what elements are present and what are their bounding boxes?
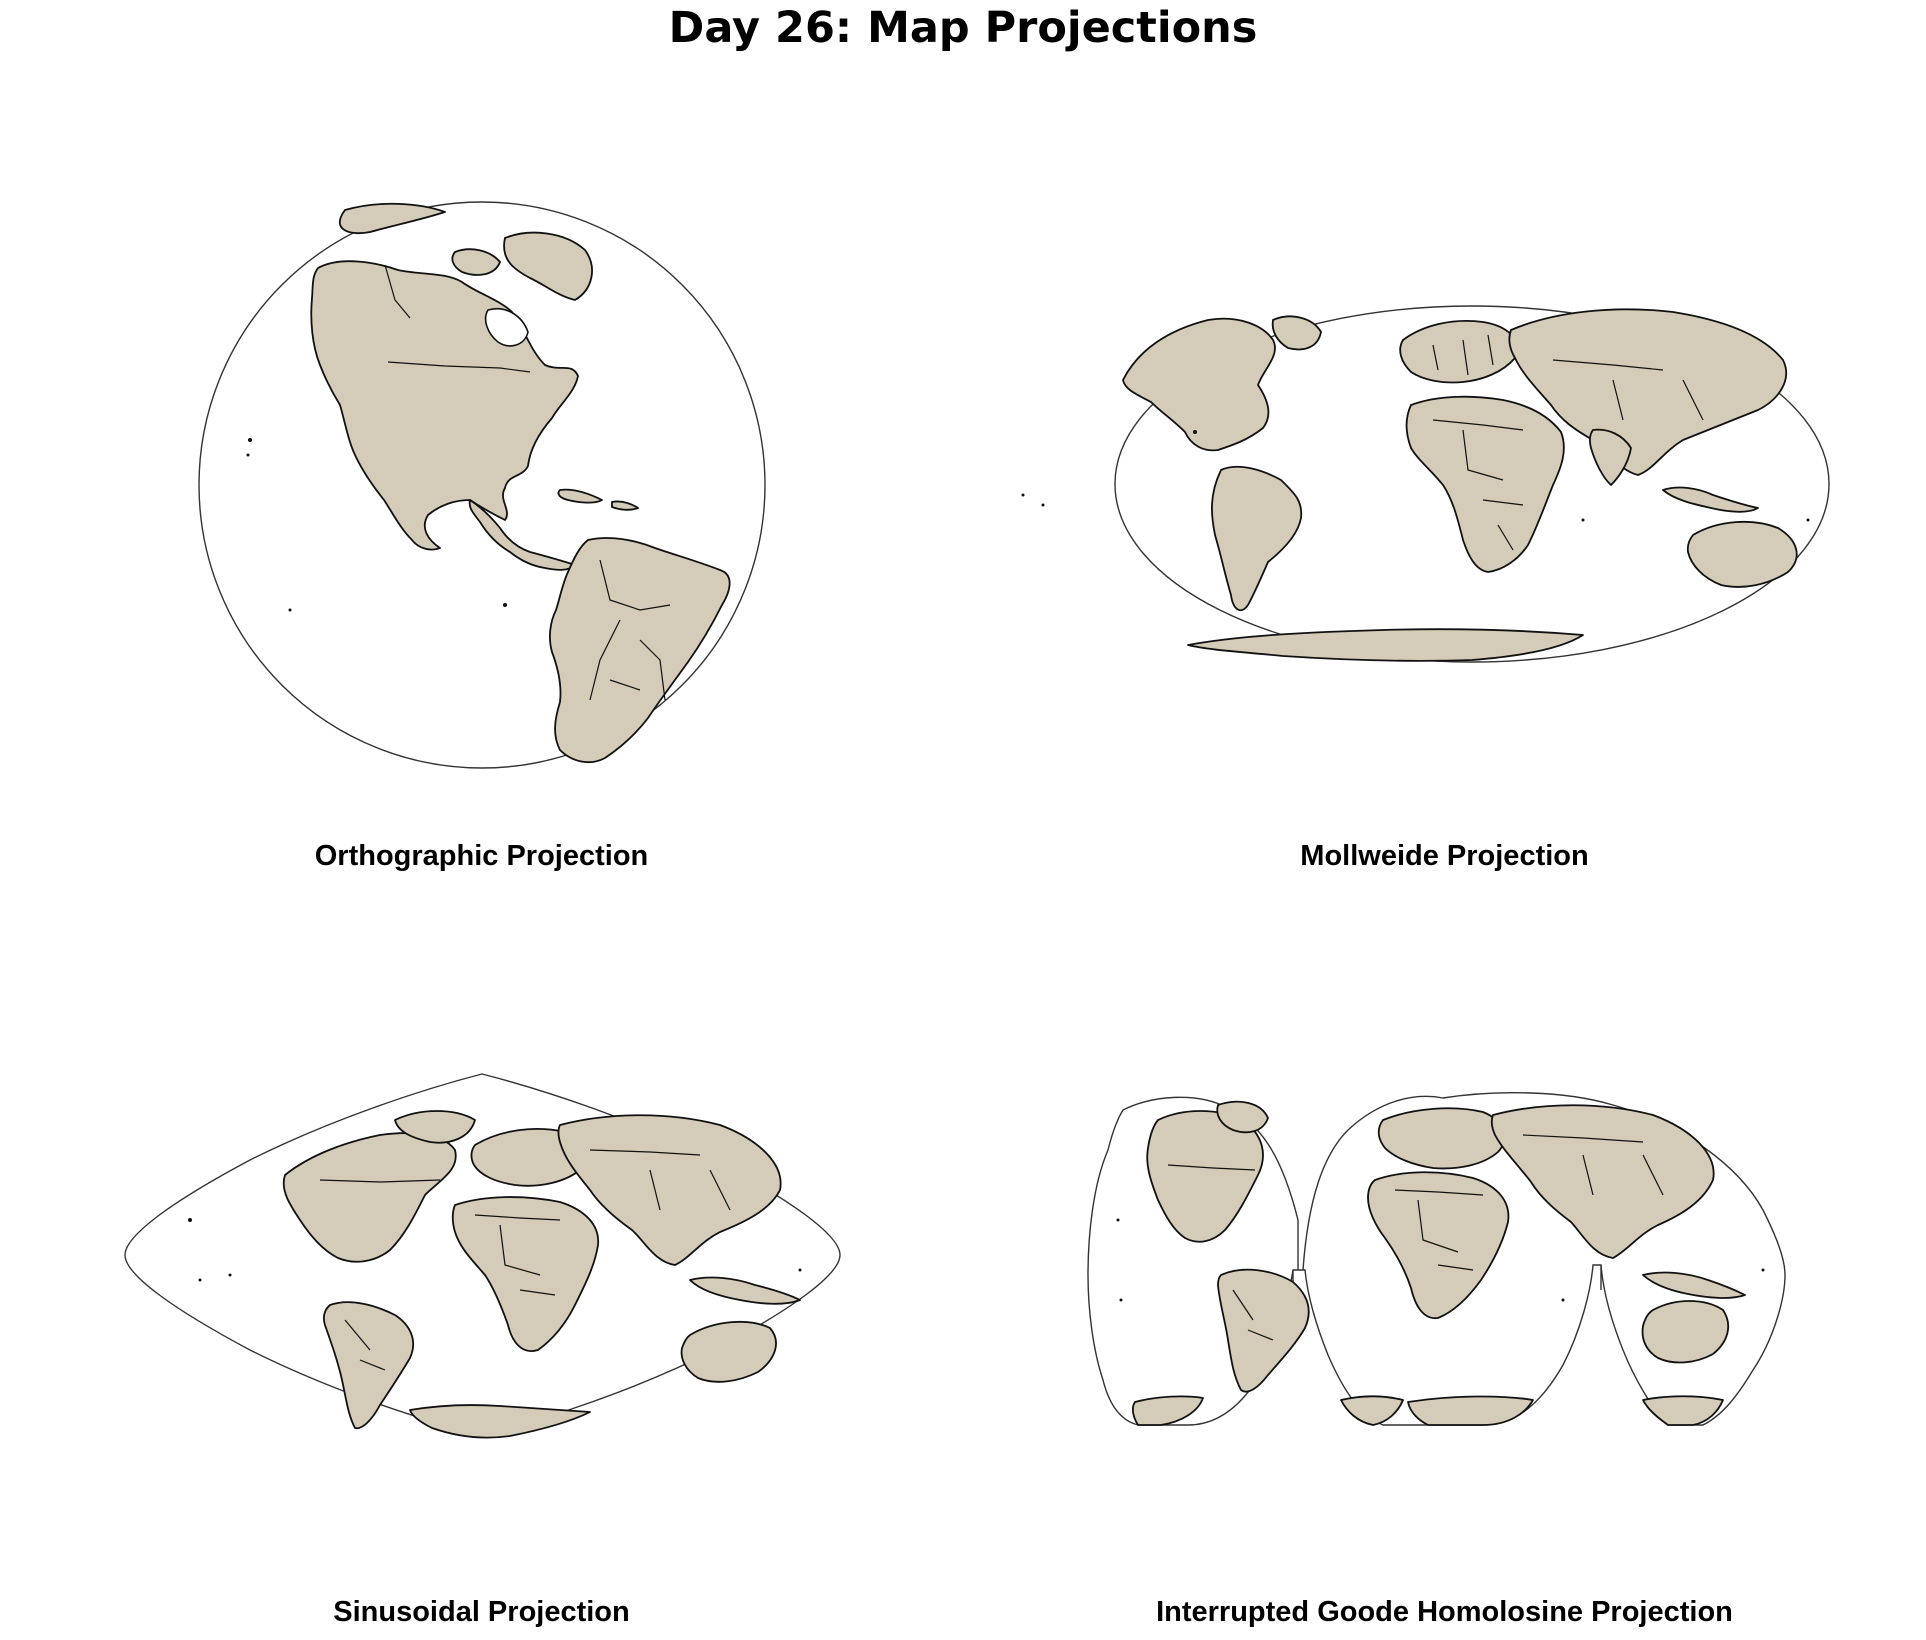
antarctica-landmass-4: [1642, 1395, 1724, 1426]
europe-landmass: [1377, 1107, 1506, 1170]
orthographic-title: Orthographic Projection: [314, 840, 649, 872]
africa-borders: [474, 1214, 561, 1296]
indonesia-landmass: [1662, 486, 1759, 513]
asia-borders: [1552, 359, 1704, 421]
south-america-landmass: [549, 537, 731, 764]
greenland-landmass: [503, 231, 593, 301]
africa-borders: [1394, 1189, 1484, 1271]
sinusoidal-panel: Sinusoidal Projection: [0, 880, 963, 1640]
africa-borders: [1432, 419, 1524, 551]
hudson-bay: [484, 308, 529, 347]
asia-borders: [1522, 1134, 1664, 1196]
asia-landmass: [557, 1114, 782, 1266]
north-america-landmass: [1122, 317, 1276, 452]
asia-borders: [589, 1149, 731, 1211]
antarctica-landmass: [1187, 628, 1584, 662]
south-america-landmass: [1217, 1268, 1310, 1393]
caribbean-islands-landmass-2: [611, 500, 639, 511]
indonesia-landmass: [689, 1276, 801, 1305]
america-borders: [319, 1179, 441, 1371]
india-landmass: [1589, 428, 1632, 486]
europe-landmass: [470, 1127, 587, 1187]
island-speck: [1761, 1268, 1765, 1272]
greenland-landmass: [1271, 315, 1322, 351]
orthographic-map: [198, 201, 766, 769]
asia-landmass: [1490, 1104, 1715, 1259]
sinusoidal-map: [124, 1073, 841, 1439]
sinusoidal-title: Sinusoidal Projection: [333, 1596, 630, 1628]
africa-landmass: [1405, 395, 1565, 573]
goode-panel: Interrupted Goode Homolosine Projection: [963, 880, 1926, 1640]
island-speck: [1806, 518, 1810, 522]
mollweide-title: Mollweide Projection: [1300, 840, 1589, 872]
canada-us-border: [387, 361, 531, 373]
island-speck: [198, 1278, 202, 1282]
island-speck: [188, 1218, 192, 1222]
goode-title: Interrupted Goode Homolosine Projection: [1156, 1596, 1733, 1628]
america-borders: [1167, 1164, 1274, 1341]
europe-borders: [1432, 334, 1494, 376]
asia-landmass: [1508, 308, 1788, 476]
antarctica-landmass-3: [1407, 1395, 1534, 1426]
greenland-landmass: [394, 1110, 476, 1144]
arctic-rim-landmass: [338, 202, 446, 235]
island-speck: [228, 1273, 232, 1277]
island-speck: [1561, 1298, 1565, 1302]
australia-landmass: [1686, 520, 1798, 588]
south-america-landmass: [1211, 465, 1303, 612]
australia-landmass: [1641, 1300, 1730, 1364]
island-speck: [1116, 1218, 1120, 1222]
caribbean-islands-landmass: [557, 488, 603, 504]
antarctica-landmass-2: [1340, 1395, 1404, 1426]
mollweide-panel: Mollweide Projection: [963, 0, 1926, 880]
central-america-landmass: [468, 499, 576, 571]
greenland-landmass: [1216, 1100, 1269, 1134]
australia-landmass: [680, 1320, 777, 1383]
island-speck: [248, 438, 252, 442]
africa-landmass: [451, 1196, 599, 1352]
island-speck: [503, 603, 507, 607]
island-speck: [1041, 503, 1045, 507]
antarctica-landmass: [1131, 1395, 1204, 1426]
north-america-landmass: [282, 1132, 457, 1263]
island-speck: [1021, 493, 1025, 497]
orthographic-panel: Orthographic Projection: [0, 0, 963, 880]
arctic-islands-landmass: [451, 248, 501, 276]
south-america-borders: [589, 559, 671, 701]
island-speck: [798, 1268, 802, 1272]
page-title: Day 26: Map Projections: [668, 3, 1258, 53]
island-speck: [288, 608, 292, 612]
south-america-landmass: [323, 1301, 415, 1430]
indonesia-landmass: [1642, 1271, 1746, 1299]
island-speck: [1119, 1298, 1123, 1302]
goode-map: [1087, 1091, 1786, 1426]
alaska-border: [384, 264, 411, 319]
antarctica-landmass: [409, 1404, 591, 1439]
island-speck: [246, 453, 250, 457]
island-speck: [1581, 518, 1585, 522]
mollweide-map: [1021, 305, 1830, 663]
island-speck: [1193, 430, 1197, 434]
